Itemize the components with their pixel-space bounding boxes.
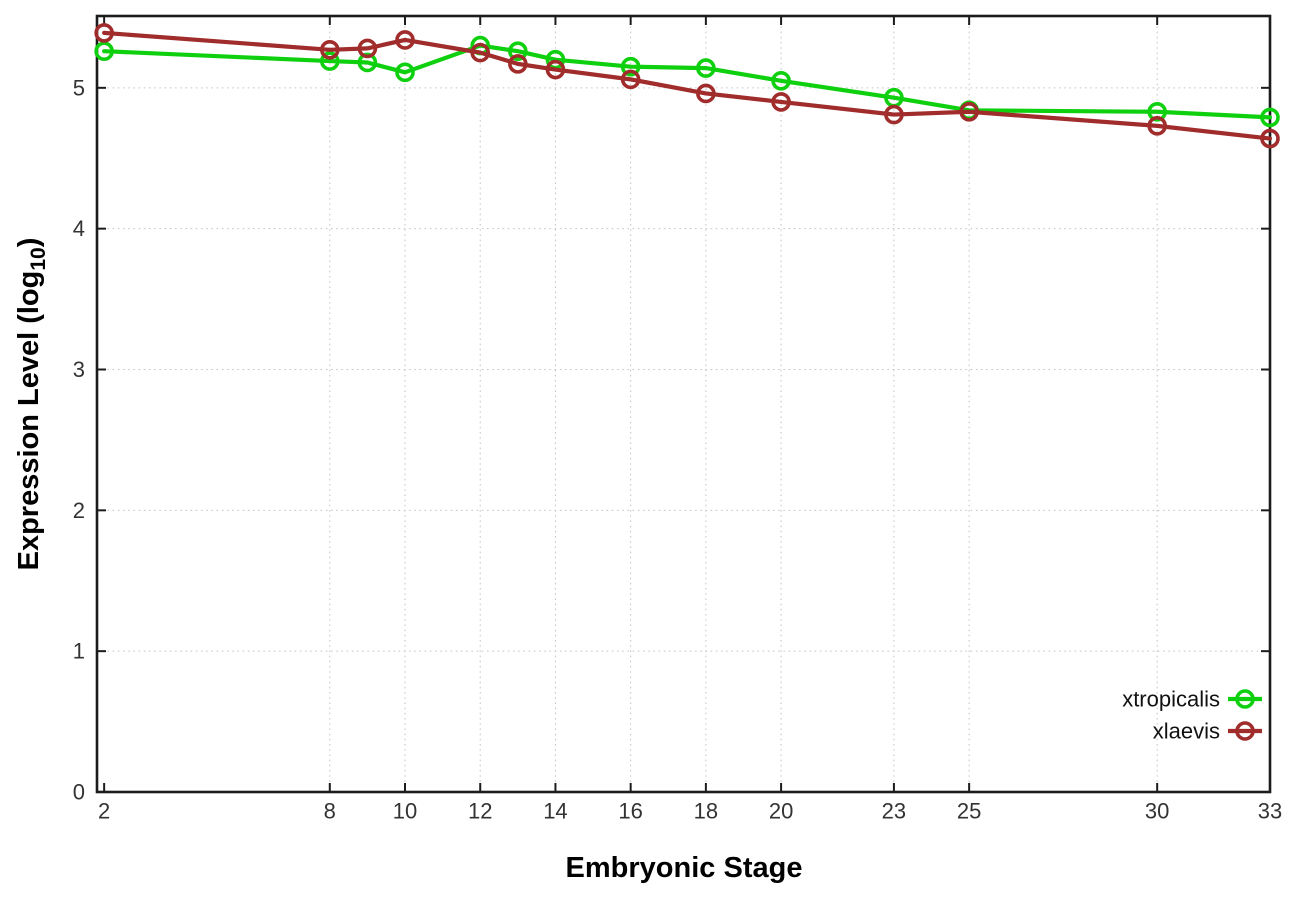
marker-xlaevis-10 <box>395 30 415 50</box>
x-tick-label-14: 14 <box>543 799 567 824</box>
marker-xlaevis-2 <box>94 23 114 43</box>
x-tick-label-2: 2 <box>98 799 110 824</box>
y-tick-label-5: 5 <box>73 75 85 100</box>
marker-xtropicalis-16 <box>620 56 641 77</box>
series-line-xtropicalis <box>102 43 1273 120</box>
marker-xlaevis-20 <box>771 92 791 112</box>
marker-xlaevis-8 <box>319 40 340 60</box>
legend-label-xtropicalis: xtropicalis <box>1122 687 1220 712</box>
series-line-xlaevis <box>102 30 1273 141</box>
x-tick-label-18: 18 <box>694 799 718 824</box>
y-tick-label-4: 4 <box>73 216 85 241</box>
y-axis-label: Expression Level (log10) <box>13 238 50 571</box>
marker-xtropicalis-30 <box>1147 101 1167 122</box>
marker-xlaevis-16 <box>620 69 641 90</box>
marker-xtropicalis-2 <box>94 41 114 62</box>
marker-xtropicalis-33 <box>1260 107 1280 128</box>
marker-xlaevis-25 <box>959 101 979 122</box>
y-tick-label-3: 3 <box>73 357 85 382</box>
marker-xtropicalis-10 <box>395 62 415 83</box>
legend-marker-xtropicalis <box>1235 689 1255 709</box>
marker-xlaevis-9 <box>357 38 378 59</box>
x-tick-label-25: 25 <box>957 799 981 824</box>
marker-xtropicalis-20 <box>771 70 791 91</box>
legend-marker-xlaevis <box>1235 721 1255 741</box>
x-tick-label-20: 20 <box>769 799 793 824</box>
x-tick-label-16: 16 <box>618 799 642 824</box>
y-tick-label-2: 2 <box>73 498 85 523</box>
marker-xlaevis-12 <box>470 42 491 63</box>
marker-xlaevis-18 <box>696 83 716 104</box>
y-tick-label-0: 0 <box>73 780 85 805</box>
plot-border <box>95 14 1272 794</box>
marker-xtropicalis-9 <box>357 52 378 73</box>
marker-xtropicalis-8 <box>319 51 340 71</box>
y-tick-label-1: 1 <box>73 639 85 664</box>
marker-xtropicalis-18 <box>696 58 716 78</box>
marker-xlaevis-13 <box>508 54 528 74</box>
x-tick-label-8: 8 <box>324 799 336 824</box>
x-tick-label-12: 12 <box>468 799 492 824</box>
legend-label-xlaevis: xlaevis <box>1153 719 1220 744</box>
x-tick-label-33: 33 <box>1258 799 1282 824</box>
x-tick-label-10: 10 <box>393 799 417 824</box>
marker-xtropicalis-13 <box>508 41 528 62</box>
marker-xlaevis-14 <box>545 59 566 80</box>
x-tick-label-30: 30 <box>1145 799 1169 824</box>
x-axis-label: Embryonic Stage <box>566 852 803 884</box>
marker-xlaevis-33 <box>1260 128 1280 149</box>
marker-xlaevis-30 <box>1147 116 1167 136</box>
marker-xlaevis-23 <box>884 104 904 125</box>
x-tick-label-23: 23 <box>882 799 906 824</box>
